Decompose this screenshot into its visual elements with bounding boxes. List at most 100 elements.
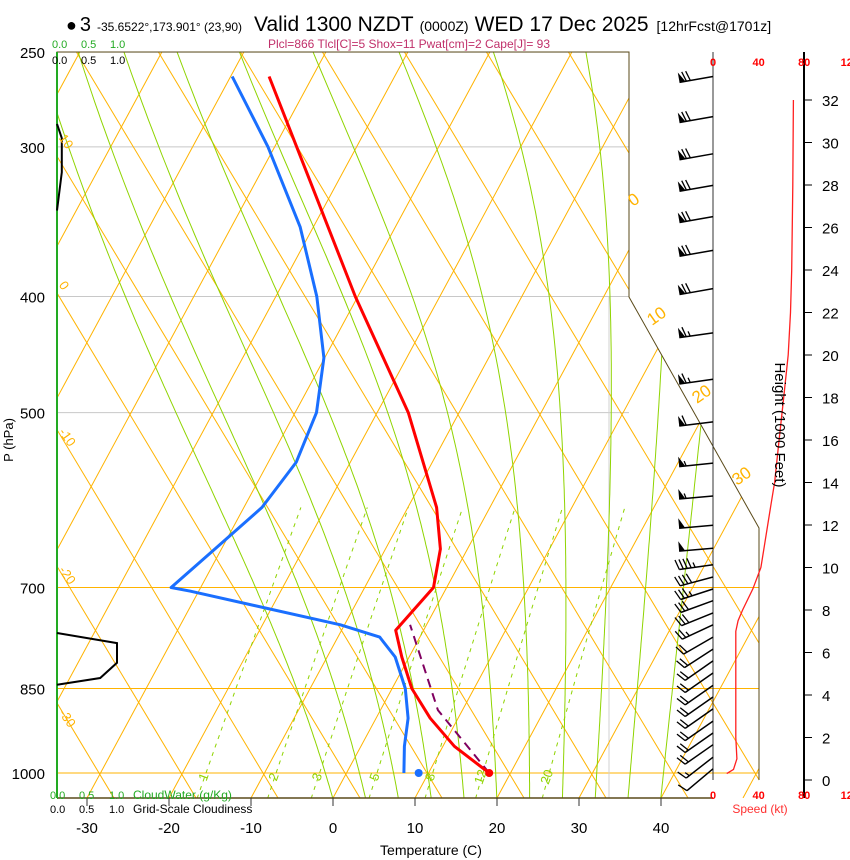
parcel-line [409, 624, 490, 774]
wind-barb-full [679, 695, 689, 704]
wind-barb [674, 600, 714, 614]
mixing-ratio-line [196, 507, 302, 798]
wind-barb-full [676, 685, 686, 693]
moist-adiabat-line [57, 52, 334, 798]
cloudiness-scale-1: 1.0 [110, 55, 125, 67]
adiabat-label-left: -10 [56, 425, 79, 449]
height-tick-label: 24 [822, 263, 839, 280]
wind-barb-full [674, 617, 682, 627]
wind-barb-full [674, 559, 680, 570]
wind-barb-flag [678, 416, 686, 426]
wind-barb-full [676, 709, 686, 717]
isotherm-line [414, 52, 759, 798]
wind-barb-staff [684, 648, 714, 669]
bottom-cloudwater-1: 1.0 [109, 790, 124, 802]
wind-barb [678, 541, 714, 552]
wind-barb-staff [684, 744, 714, 765]
temperature-line [267, 75, 491, 775]
temperature-tick-label: -20 [158, 820, 180, 837]
bottom-cloudwater-0: 0.0 [50, 790, 65, 802]
wind-barb-full [685, 179, 691, 190]
dry-adiabat-line [57, 52, 361, 798]
wind-barb-full [681, 180, 687, 191]
wind-barb-flag [677, 374, 686, 385]
cloudwater-label: CloudWater (g/Kg) [133, 788, 232, 802]
mixing-ratio-label: 5 [366, 771, 383, 783]
wind-barb-full [676, 660, 685, 669]
wind-barb-full [674, 576, 681, 587]
wind-barb [676, 660, 714, 681]
pressure-tick-label: 250 [20, 45, 45, 62]
speed-axis-title: Speed (kt) [732, 802, 787, 816]
dry-adiabat-line [75, 52, 525, 798]
wind-barb-full [677, 575, 685, 586]
moist-adiabats-and-mixing-ratios: 1 2 3 5 8 12 20 [57, 52, 713, 798]
wind-barb-staff [679, 576, 714, 587]
wind-barb [677, 244, 714, 257]
moist-adiabat-line [312, 52, 498, 798]
temperature-tick-label: 0 [329, 820, 337, 837]
height-tick-label: 8 [822, 603, 830, 620]
wind-barb-staff [680, 588, 714, 601]
wind-barb-staff [679, 564, 714, 571]
wind-barb-full [675, 646, 685, 655]
wind-barb [677, 373, 714, 385]
height-tick-label: 32 [822, 93, 839, 110]
frame-border [56, 51, 760, 798]
temperature-tick-label: 20 [489, 820, 506, 837]
moist-adiabat-line [660, 52, 713, 798]
wind-barb-staff [683, 636, 714, 655]
isotherm-label-right: 30 [728, 463, 754, 489]
speed-tick-label-bottom: 80 [798, 790, 810, 802]
isotherm-line [57, 52, 327, 798]
isotherm-line [57, 52, 245, 798]
wind-barb-full [679, 731, 689, 739]
station-id: 3 [80, 14, 91, 36]
cloudwater-scale-0: 0.0 [52, 39, 67, 51]
wind-barb-full [681, 111, 687, 122]
cloudiness-scale-05: 0.5 [81, 55, 96, 67]
wind-barb-full [685, 573, 693, 584]
y-axis-title: P (hPa) [1, 418, 16, 462]
wind-barb-flag [677, 246, 686, 257]
wind-barb-full [676, 733, 686, 742]
wind-barbs [674, 70, 714, 792]
station-coords: -35.6522°,173.901° (23,90) [97, 20, 242, 34]
surface-temperature-dot [485, 769, 494, 777]
cloudiness-upper-line [56, 123, 63, 211]
wind-barb-full [681, 148, 687, 159]
speed-tick-label-top: 80 [798, 57, 810, 69]
wind-barb-half [683, 460, 687, 467]
adiabat-label-left: -30 [56, 706, 79, 730]
wind-barb-staff [679, 75, 714, 84]
dewpoint-line [169, 75, 410, 774]
wind-barb-staff [684, 660, 714, 681]
wind-barb-staff [684, 732, 714, 754]
adiabat-label-left: 10 [56, 131, 77, 151]
plot-frame [56, 51, 805, 799]
wind-barb [674, 573, 714, 587]
wind-barb-full [681, 211, 687, 222]
speed-tick-label-top: 40 [752, 57, 764, 69]
wind-barb-full [685, 70, 691, 81]
bottom-cloudiness-1: 1.0 [109, 804, 124, 816]
mixing-ratio-label: 20 [537, 767, 556, 786]
wind-barb-full [681, 614, 690, 624]
moist-adiabat-line [77, 52, 367, 798]
wind-barb-full [681, 415, 687, 426]
utc-time: (0000Z) [420, 18, 469, 34]
wind-barb-flag [677, 149, 686, 160]
wind-barb-full [678, 615, 686, 625]
pressure-tick-label: 1000 [12, 766, 45, 783]
cloudiness-lower-line [56, 632, 118, 686]
wind-barb [677, 210, 714, 224]
wind-barb-full [682, 558, 688, 569]
wind-barb-half [687, 331, 691, 337]
sounding-profiles [56, 75, 795, 777]
isotherm-label-right: 10 [643, 303, 669, 329]
wind-barb-full [674, 630, 683, 640]
station-bullet: ● [66, 15, 77, 35]
wind-barb [678, 456, 714, 468]
wind-barb [674, 588, 714, 601]
speed-tick-label-bottom: 120 [841, 790, 850, 802]
